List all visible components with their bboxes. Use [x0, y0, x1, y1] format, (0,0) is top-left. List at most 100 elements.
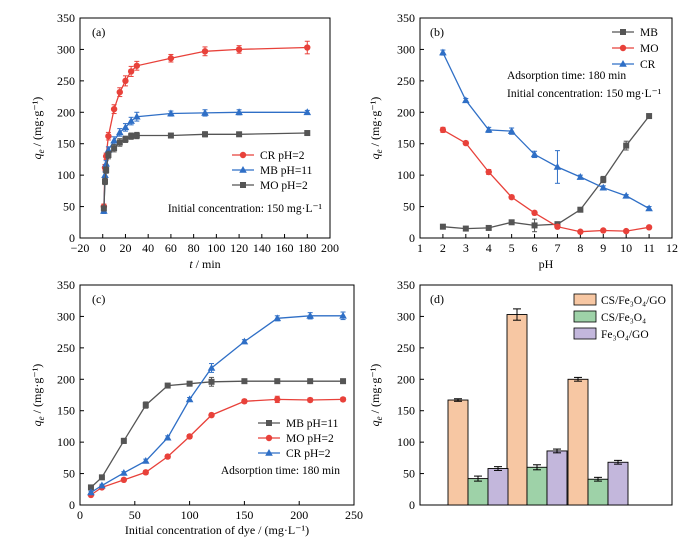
x-tick-label: 5	[509, 241, 515, 255]
bar	[587, 478, 609, 506]
y-tick-label: 50	[63, 467, 75, 481]
y-tick-label: 250	[57, 74, 75, 88]
x-tick-label: 11	[643, 241, 655, 255]
data-point	[235, 108, 243, 116]
x-tick-label: 7	[554, 241, 560, 255]
y-axis-label: qe / (mg·g⁻¹)	[368, 364, 384, 427]
data-point	[116, 139, 123, 146]
legend-label: MO pH=2	[260, 180, 308, 192]
data-point	[87, 484, 94, 491]
data-point	[164, 382, 171, 389]
legend-label: CR pH=2	[260, 150, 305, 162]
bar	[526, 466, 548, 506]
data-point	[105, 152, 112, 159]
data-point	[274, 396, 281, 403]
data-point	[303, 108, 312, 116]
chart-panel-c: 0 50 100 150 200 250 300 350 0 50 100 150 200 250 (c) M…	[30, 278, 363, 537]
legend-marker	[620, 29, 626, 35]
x-tick-label: 20	[119, 241, 131, 255]
data-point	[111, 145, 118, 152]
x-tick-label: 80	[188, 241, 200, 255]
data-point	[102, 159, 110, 167]
x-axis-label: pH	[539, 257, 554, 271]
data-point	[142, 469, 149, 476]
x-tick-label: 100	[181, 508, 199, 522]
x-tick-label: 9	[600, 241, 606, 255]
data-point	[576, 173, 585, 180]
x-tick-label: 150	[235, 508, 253, 522]
legend-label: Fe₃O₄/GO	[601, 329, 649, 341]
data-point	[142, 402, 149, 409]
y-tick-label: 200	[397, 105, 415, 119]
data-point	[235, 46, 243, 53]
y-tick-label: 300	[397, 309, 415, 323]
x-tick-label: 200	[290, 508, 308, 522]
y-tick-label: 250	[57, 341, 75, 355]
x-tick-label: 250	[345, 508, 363, 522]
data-point	[507, 127, 516, 134]
panel-label: (d)	[430, 292, 444, 306]
data-point	[101, 171, 109, 178]
data-point	[186, 433, 193, 440]
data-point	[274, 378, 281, 385]
data-point	[141, 457, 150, 464]
annotation: Adsorption time: 180 min	[507, 70, 626, 82]
legend-label: CS/Fe₃O₄/GO	[601, 295, 666, 307]
y-tick-label: 150	[57, 404, 75, 418]
annotation: Initial concentration: 150 mg·L⁻¹	[507, 88, 662, 100]
data-point	[530, 150, 539, 158]
bar	[607, 461, 629, 506]
y-axis-label: qe / (mg·g⁻¹)	[368, 97, 384, 160]
data-point	[185, 395, 194, 403]
x-tick-label: −20	[71, 241, 90, 255]
x-tick-label: 50	[129, 508, 141, 522]
data-point	[163, 433, 172, 441]
legend-marker	[619, 60, 627, 67]
data-point	[339, 311, 347, 319]
data-point	[116, 88, 123, 96]
data-point	[622, 191, 630, 199]
bar	[567, 378, 589, 506]
data-point	[622, 227, 630, 235]
data-point	[273, 314, 282, 322]
data-point	[240, 337, 249, 345]
y-tick-label: 0	[69, 498, 75, 512]
data-point	[127, 117, 135, 124]
data-point	[208, 411, 215, 419]
annotation: Adsorption time: 180 min	[221, 465, 340, 477]
y-tick-label: 300	[57, 42, 75, 56]
chart-panel-d: 0 50 100 150 200 250 300 350 CS/Fe₃O₄/GO CS/Fe₃O₄…	[368, 278, 673, 512]
legend-label: CR pH=2	[286, 448, 331, 460]
data-point	[577, 228, 584, 235]
y-tick-label: 0	[409, 498, 415, 512]
data-point	[186, 380, 193, 387]
x-axis-label: t / min	[189, 257, 220, 271]
data-point	[103, 167, 110, 174]
y-axis-label: qe / (mg·g⁻¹)	[30, 97, 46, 160]
data-point	[439, 126, 447, 134]
data-point	[115, 128, 124, 136]
y-tick-label: 350	[397, 11, 415, 25]
data-point	[98, 481, 106, 489]
bar	[546, 450, 568, 506]
data-point	[645, 204, 653, 212]
legend-swatch	[573, 310, 597, 323]
plot-frame	[79, 17, 331, 239]
x-axis-label: Initial concentration of dye / (mg·L⁻¹)	[125, 523, 309, 537]
data-point	[120, 437, 127, 444]
y-tick-label: 200	[57, 372, 75, 386]
data-point	[133, 112, 141, 120]
legend-label: MO pH=2	[286, 433, 334, 445]
y-tick-label: 300	[57, 309, 75, 323]
legend-marker	[266, 420, 272, 426]
data-point	[122, 136, 129, 143]
data-point	[133, 62, 141, 69]
series-line-2	[442, 52, 650, 210]
x-tick-label: 60	[165, 241, 177, 255]
data-point	[646, 113, 653, 120]
legend-marker	[265, 434, 273, 442]
data-point	[201, 48, 209, 55]
